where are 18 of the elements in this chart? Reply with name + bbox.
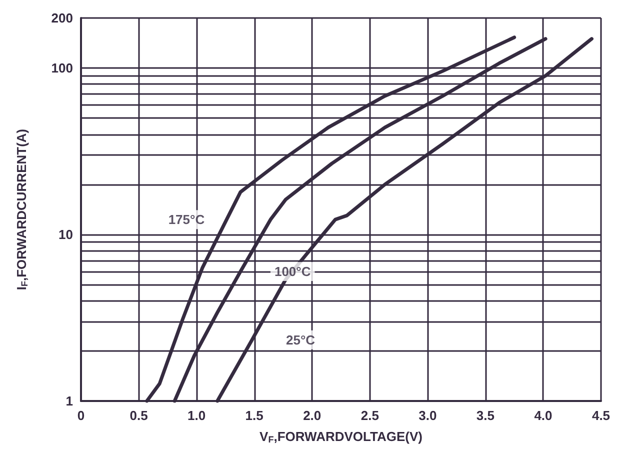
annotation: 175°C (168, 212, 206, 228)
x-tick-label: 3.5 (476, 408, 494, 423)
y-tick-label: 100 (51, 60, 73, 76)
x-tick-label: 3.0 (418, 408, 437, 423)
x-tick-label: 4.0 (534, 408, 552, 423)
y-tick-label: 1 (66, 394, 73, 408)
annotation: 100°C (274, 264, 312, 279)
y-tick-label: 200 (51, 10, 73, 26)
y-axis-title: IF,FORWARDCURRENT(A) (14, 128, 30, 290)
x-tick-label: 1.0 (188, 408, 206, 423)
y-tick-label: 10 (58, 227, 73, 242)
annotation: 25°C (286, 332, 316, 348)
x-tick-label: 1.5 (245, 408, 264, 423)
x-tick-label: 0.5 (130, 408, 148, 423)
x-tick-label: 2.0 (303, 408, 322, 423)
x-tick-label: 0 (77, 408, 85, 423)
x-tick-label: 4.5 (592, 408, 610, 423)
x-tick-label: 2.5 (360, 408, 379, 423)
